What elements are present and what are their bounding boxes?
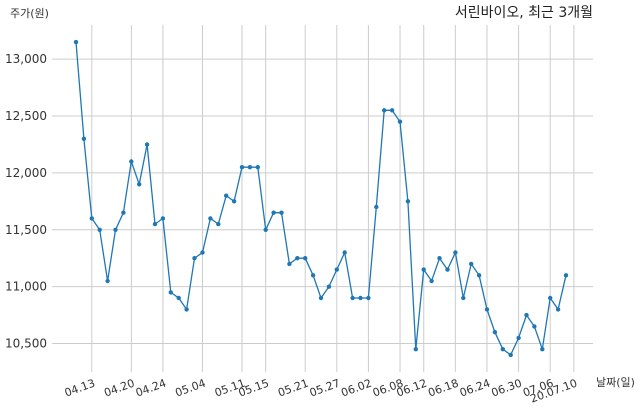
x-tick-label: 05.27 <box>308 377 342 400</box>
data-point <box>382 108 387 113</box>
data-point <box>247 165 253 170</box>
data-point <box>461 295 466 301</box>
data-point <box>105 278 110 284</box>
data-point <box>469 261 474 267</box>
data-point <box>271 210 276 215</box>
data-point <box>540 347 545 352</box>
data-point <box>445 267 450 272</box>
data-point <box>555 307 561 312</box>
data-point <box>129 159 134 164</box>
chart-title: 서린바이오, 최근 3개월 <box>455 5 593 21</box>
data-point <box>224 193 229 198</box>
data-point <box>437 256 442 261</box>
y-tick-label: 10,500 <box>5 337 47 351</box>
data-point <box>184 307 189 312</box>
x-tick-label: 06.02 <box>339 377 373 400</box>
x-tick-label: 04.20 <box>102 377 136 400</box>
data-point <box>137 182 142 187</box>
y-tick-label: 13,000 <box>5 52 47 66</box>
y-tick-labels: 10,500 11,000 11,500 12,000 12,500 13,000 <box>5 52 47 350</box>
data-point <box>342 250 347 255</box>
price-series <box>73 39 569 358</box>
data-point <box>144 142 150 147</box>
data-point <box>239 165 245 170</box>
data-point <box>208 216 213 221</box>
x-tick-label: 04.13 <box>63 377 97 400</box>
data-point <box>366 295 371 301</box>
data-point <box>287 261 292 267</box>
x-tick-label: 06.30 <box>490 377 524 400</box>
x-tick-label: 04.24 <box>134 377 168 400</box>
data-point <box>310 273 316 278</box>
data-point <box>192 256 197 261</box>
data-point <box>374 204 379 210</box>
data-point <box>389 108 395 113</box>
data-point <box>532 324 537 329</box>
data-point <box>484 307 490 312</box>
y-axis-title: 주가(원) <box>10 7 49 20</box>
x-tick-label: 05.21 <box>276 377 310 400</box>
data-point <box>500 347 505 352</box>
data-point <box>168 290 173 295</box>
data-point <box>113 227 118 232</box>
x-tick-label: 06.24 <box>458 377 492 400</box>
data-point <box>453 250 458 255</box>
y-gridlines <box>52 58 593 345</box>
data-point <box>81 136 87 141</box>
x-tick-label: 06.18 <box>426 377 460 400</box>
data-point <box>279 210 284 215</box>
data-point <box>421 267 426 272</box>
data-point <box>216 221 221 227</box>
x-gridlines <box>91 25 575 372</box>
data-point <box>73 39 79 45</box>
data-point <box>176 295 181 301</box>
price-line <box>75 42 567 356</box>
data-point <box>358 295 363 301</box>
data-point <box>405 199 411 204</box>
data-point <box>413 347 418 352</box>
data-point <box>231 199 237 204</box>
y-tick-label: 11,500 <box>5 223 47 237</box>
data-point <box>121 210 126 215</box>
data-point <box>516 335 521 341</box>
data-point <box>200 250 205 255</box>
data-point <box>295 256 300 261</box>
y-tick-label: 11,000 <box>5 280 47 294</box>
data-point <box>152 221 158 227</box>
data-point <box>508 352 513 358</box>
data-point <box>563 273 569 278</box>
y-tick-label: 12,500 <box>5 109 47 123</box>
data-point <box>318 295 324 301</box>
data-point <box>476 273 482 278</box>
x-tick-label: 05.04 <box>173 377 207 400</box>
data-point <box>524 312 529 318</box>
plot-area: 10,500 11,000 11,500 12,000 12,500 13,000 04.… <box>5 25 593 406</box>
data-point <box>492 330 498 335</box>
data-point <box>397 119 403 124</box>
data-point <box>255 165 260 170</box>
y-tick-label: 12,000 <box>5 166 47 180</box>
data-point <box>263 227 268 232</box>
data-point <box>97 227 102 232</box>
data-point <box>429 278 434 284</box>
data-point <box>350 295 355 301</box>
data-point <box>334 267 339 272</box>
data-point <box>303 256 308 261</box>
data-point <box>89 216 95 221</box>
data-point <box>326 284 332 289</box>
data-point <box>160 216 166 221</box>
x-axis-title: 날짜(일) <box>596 375 635 389</box>
data-point <box>548 295 553 301</box>
